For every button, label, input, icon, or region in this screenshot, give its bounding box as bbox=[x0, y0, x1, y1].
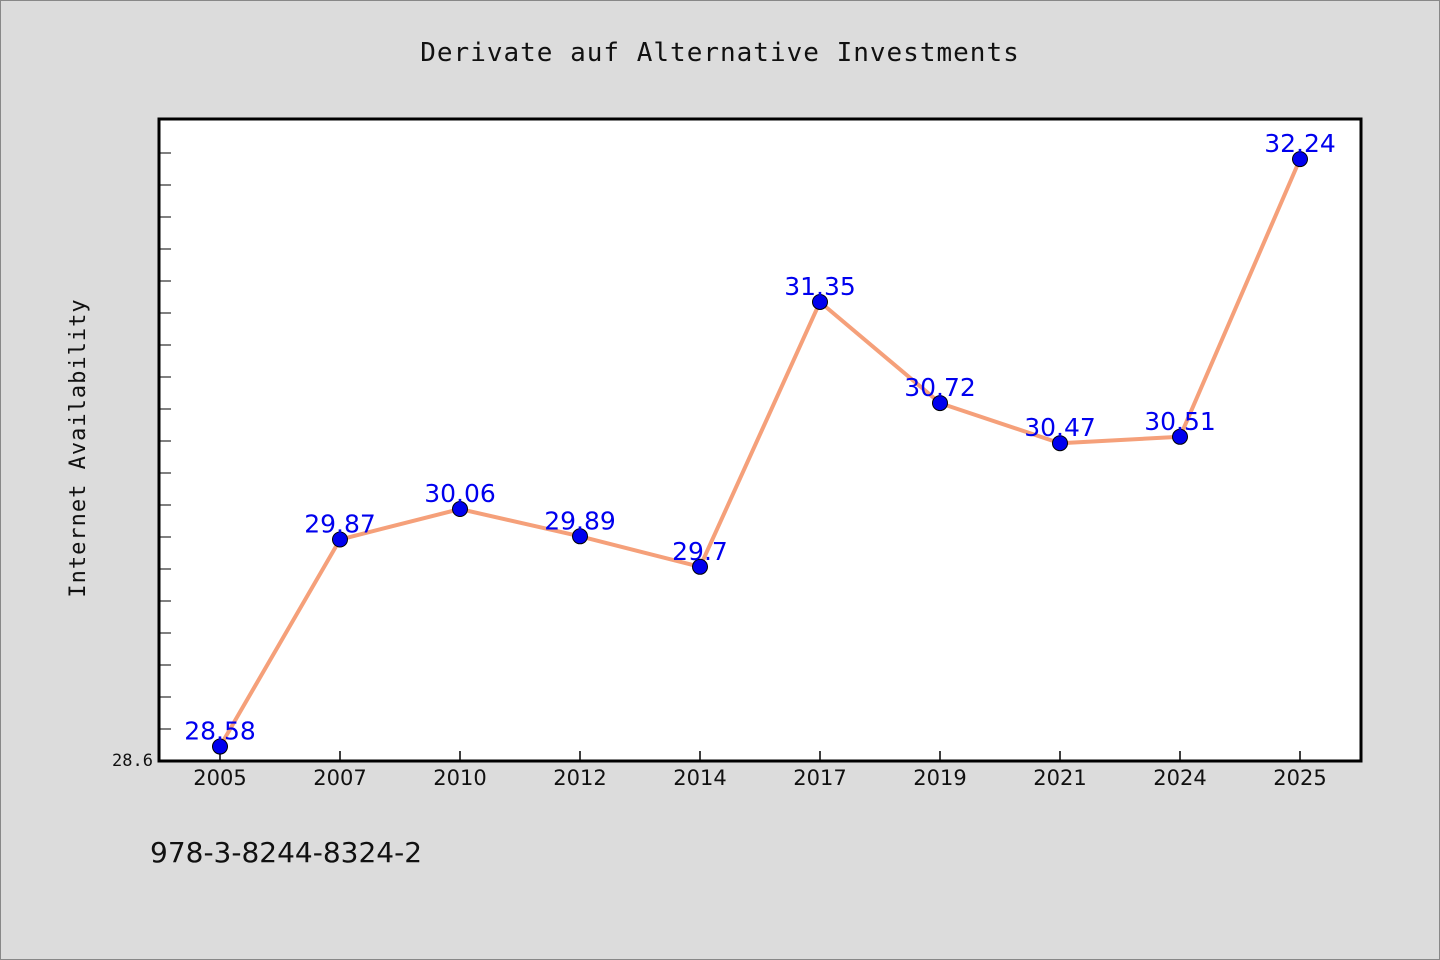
data-point bbox=[212, 738, 228, 755]
data-point bbox=[452, 501, 468, 518]
chart-title: Derivate auf Alternative Investments bbox=[420, 38, 1020, 68]
x-tick-label: 2012 bbox=[553, 766, 606, 790]
y-tick-label: 28.6 bbox=[112, 751, 153, 771]
y-axis-ticks bbox=[159, 152, 171, 730]
data-label: 28.58 bbox=[184, 717, 256, 746]
data-point bbox=[932, 395, 948, 412]
data-point bbox=[812, 293, 828, 310]
x-axis-ticks: 2005 2007 2010 2012 2014 2017 2019 2021 2024 2025 bbox=[193, 751, 1327, 790]
data-label: 30.47 bbox=[1024, 413, 1096, 442]
marker-layer bbox=[212, 151, 1308, 755]
data-label-layer: 28.58 29.87 30.06 29.89 29.7 31.35 30.72 30.47 3… bbox=[184, 129, 1336, 745]
y-axis-label: Internet Availability bbox=[66, 298, 91, 597]
data-label: 30.06 bbox=[424, 479, 496, 508]
data-point bbox=[1172, 428, 1188, 445]
data-label: 30.72 bbox=[904, 373, 976, 402]
series-line bbox=[218, 158, 1302, 748]
data-label: 32.24 bbox=[1264, 129, 1336, 158]
data-label: 30.51 bbox=[1144, 407, 1216, 436]
data-label: 29.89 bbox=[544, 506, 616, 535]
data-point bbox=[332, 531, 348, 548]
data-label: 29.7 bbox=[672, 537, 728, 566]
isbn-text: 978-3-8244-8324-2 bbox=[150, 836, 422, 869]
data-point bbox=[692, 558, 708, 575]
x-tick-label: 2021 bbox=[1033, 766, 1086, 790]
x-tick-label: 2019 bbox=[913, 766, 966, 790]
data-point bbox=[1292, 151, 1308, 168]
x-tick-label: 2025 bbox=[1273, 766, 1326, 790]
data-point bbox=[572, 528, 588, 545]
series-line-layer bbox=[218, 158, 1302, 748]
x-tick-label: 2007 bbox=[313, 766, 366, 790]
x-tick-label: 2005 bbox=[193, 766, 246, 790]
plot-area bbox=[157, 117, 1363, 763]
data-label: 29.87 bbox=[304, 510, 376, 539]
x-tick-label: 2014 bbox=[673, 766, 726, 790]
x-tick-label: 2017 bbox=[793, 766, 846, 790]
data-point bbox=[1052, 435, 1068, 452]
x-tick-label: 2010 bbox=[433, 766, 486, 790]
data-label: 31.35 bbox=[784, 272, 856, 301]
x-tick-label: 2024 bbox=[1153, 766, 1206, 790]
